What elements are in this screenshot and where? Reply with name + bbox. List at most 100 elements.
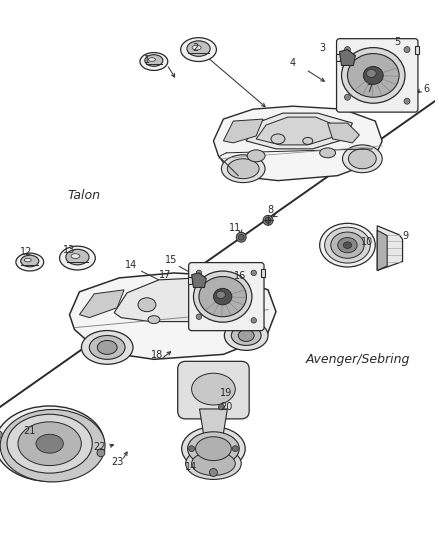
Text: 21: 21 (24, 426, 36, 436)
Text: 10: 10 (361, 237, 374, 247)
Text: 7: 7 (366, 84, 372, 94)
Circle shape (196, 314, 201, 319)
Text: 15: 15 (165, 255, 177, 265)
Circle shape (236, 232, 246, 242)
Text: 11: 11 (229, 223, 241, 233)
Ellipse shape (7, 414, 92, 473)
Ellipse shape (216, 291, 226, 298)
Ellipse shape (227, 159, 259, 179)
Ellipse shape (343, 145, 382, 173)
Ellipse shape (366, 69, 376, 77)
Ellipse shape (138, 298, 156, 312)
Ellipse shape (192, 45, 201, 50)
Ellipse shape (187, 41, 210, 56)
Ellipse shape (182, 427, 245, 471)
Text: 22: 22 (93, 442, 106, 451)
Ellipse shape (194, 271, 252, 322)
Ellipse shape (214, 288, 232, 305)
Text: Talon: Talon (67, 189, 100, 202)
Polygon shape (223, 119, 263, 143)
Text: 9: 9 (402, 231, 408, 241)
Ellipse shape (238, 329, 254, 342)
Ellipse shape (148, 58, 155, 61)
Text: 2: 2 (192, 43, 199, 53)
FancyBboxPatch shape (336, 39, 418, 112)
Text: 4: 4 (290, 59, 296, 68)
Ellipse shape (60, 246, 95, 270)
Polygon shape (70, 273, 276, 359)
Text: 6: 6 (424, 84, 430, 94)
Ellipse shape (338, 238, 357, 253)
Ellipse shape (199, 277, 247, 317)
Text: 14: 14 (184, 462, 197, 472)
Text: 16: 16 (234, 271, 246, 281)
Text: 17: 17 (159, 270, 171, 280)
Ellipse shape (221, 155, 265, 183)
Text: 12: 12 (20, 247, 32, 257)
Ellipse shape (320, 223, 375, 267)
Ellipse shape (66, 249, 89, 265)
Polygon shape (377, 226, 403, 270)
Circle shape (97, 449, 105, 457)
Polygon shape (377, 230, 387, 270)
Ellipse shape (191, 373, 235, 405)
Ellipse shape (181, 38, 216, 61)
Ellipse shape (81, 330, 133, 364)
Polygon shape (208, 293, 238, 314)
Ellipse shape (191, 303, 205, 313)
Ellipse shape (247, 150, 265, 162)
Ellipse shape (347, 53, 399, 97)
Ellipse shape (140, 53, 168, 70)
Polygon shape (114, 278, 230, 321)
Text: 23: 23 (111, 457, 124, 466)
Ellipse shape (342, 47, 405, 103)
Circle shape (189, 446, 194, 451)
FancyBboxPatch shape (189, 263, 264, 330)
Polygon shape (79, 290, 124, 318)
Circle shape (404, 98, 410, 104)
Ellipse shape (89, 335, 125, 359)
Ellipse shape (148, 316, 160, 324)
Circle shape (232, 446, 238, 451)
Ellipse shape (224, 321, 268, 350)
Text: Avenger/Sebring: Avenger/Sebring (306, 353, 410, 366)
Text: 20: 20 (220, 402, 233, 412)
Polygon shape (192, 273, 206, 287)
Polygon shape (336, 53, 339, 61)
Ellipse shape (71, 254, 80, 259)
Ellipse shape (320, 148, 336, 158)
Polygon shape (328, 123, 359, 143)
Circle shape (0, 431, 2, 439)
Ellipse shape (97, 341, 117, 354)
FancyBboxPatch shape (178, 361, 249, 419)
Polygon shape (261, 269, 265, 277)
Ellipse shape (191, 451, 235, 475)
Text: 19: 19 (220, 388, 233, 398)
Ellipse shape (325, 227, 370, 263)
Ellipse shape (21, 255, 39, 267)
Ellipse shape (187, 432, 239, 465)
Polygon shape (213, 106, 382, 181)
Ellipse shape (0, 409, 105, 482)
Text: 13: 13 (64, 245, 76, 255)
Ellipse shape (25, 259, 31, 262)
Circle shape (404, 46, 410, 53)
Circle shape (238, 234, 244, 240)
Ellipse shape (0, 406, 104, 481)
Text: 1: 1 (144, 54, 150, 64)
Polygon shape (200, 409, 227, 434)
Ellipse shape (36, 434, 63, 453)
Circle shape (196, 270, 201, 276)
Circle shape (209, 469, 217, 477)
Ellipse shape (364, 67, 383, 84)
Polygon shape (415, 46, 419, 53)
Circle shape (265, 217, 271, 223)
Circle shape (344, 94, 350, 100)
Polygon shape (339, 50, 355, 66)
Ellipse shape (343, 242, 352, 248)
Ellipse shape (231, 326, 261, 345)
Ellipse shape (303, 138, 313, 144)
Circle shape (219, 404, 224, 410)
Circle shape (263, 215, 273, 225)
Circle shape (251, 270, 257, 276)
